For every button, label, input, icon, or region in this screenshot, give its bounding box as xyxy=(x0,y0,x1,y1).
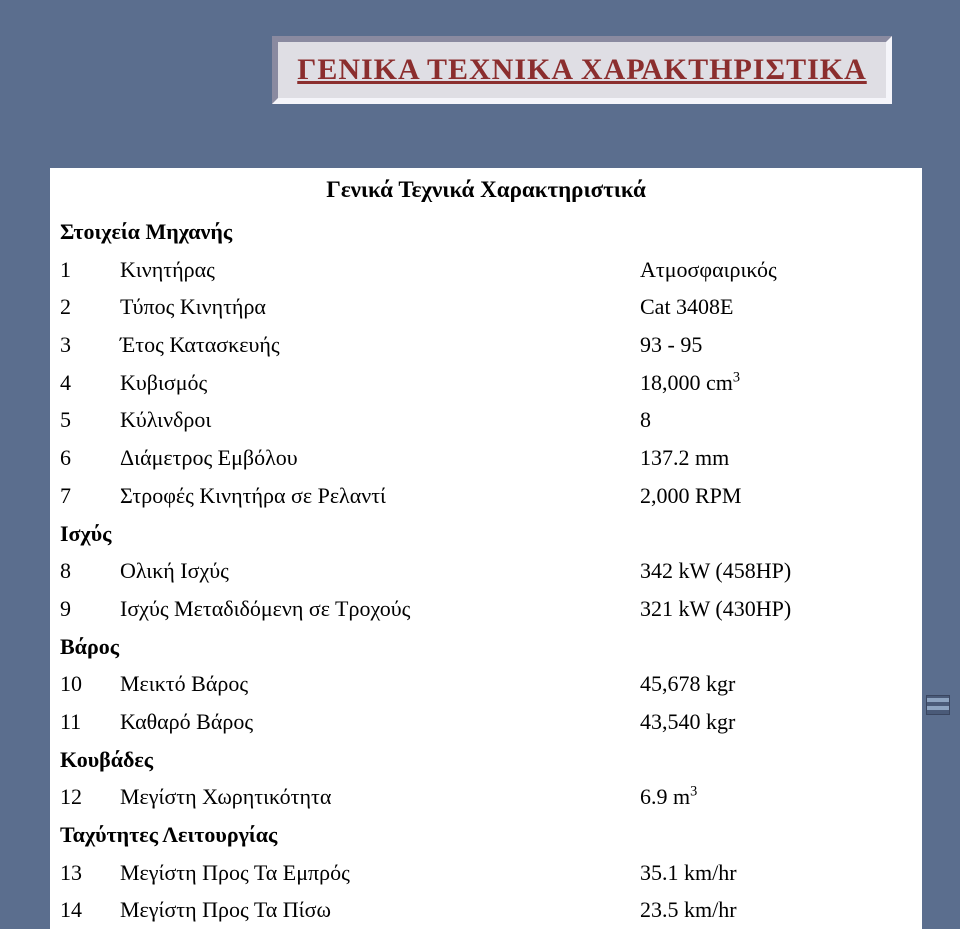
row-label: Κύλινδροι xyxy=(110,401,630,439)
table-row: 8 Ολική Ισχύς 342 kW (458HP) xyxy=(50,552,922,590)
row-label: Διάμετρος Εμβόλου xyxy=(110,439,630,477)
row-num: 1 xyxy=(50,251,110,289)
row-label: Ολική Ισχύς xyxy=(110,552,630,590)
row-label: Μεγίστη Προς Τα Εμπρός xyxy=(110,854,630,892)
section-head-label: Ταχύτητες Λειτουργίας xyxy=(50,816,922,854)
row-label: Μεγίστη Προς Τα Πίσω xyxy=(110,891,630,929)
section-head-buckets: Κουβάδες xyxy=(50,741,922,779)
row-num: 4 xyxy=(50,364,110,402)
section-head-label: Κουβάδες xyxy=(50,741,922,779)
row-value: Ατμοσφαιρικός xyxy=(630,251,922,289)
page-title: ΓΕΝΙΚΑ ΤΕΧΝΙΚΑ ΧΑΡΑΚΤΗΡΙΣΤΙΚΑ xyxy=(297,53,867,87)
row-num: 8 xyxy=(50,552,110,590)
section-head-label: Στοιχεία Μηχανής xyxy=(50,213,922,251)
row-value-sup: 3 xyxy=(733,369,740,385)
row-value-text: 6.9 m xyxy=(640,784,690,809)
row-num: 12 xyxy=(50,778,110,816)
row-label: Κυβισμός xyxy=(110,364,630,402)
row-label: Ισχύς Μεταδιδόμενη σε Τροχούς xyxy=(110,590,630,628)
row-value: 2,000 RPM xyxy=(630,477,922,515)
section-head-engine: Στοιχεία Μηχανής xyxy=(50,213,922,251)
section-head-speeds: Ταχύτητες Λειτουργίας xyxy=(50,816,922,854)
row-num: 6 xyxy=(50,439,110,477)
row-num: 11 xyxy=(50,703,110,741)
row-num: 9 xyxy=(50,590,110,628)
row-label: Κινητήρας xyxy=(110,251,630,289)
corner-decoration-icon xyxy=(926,695,950,715)
row-value-text: 18,000 cm xyxy=(640,370,733,395)
row-num: 5 xyxy=(50,401,110,439)
row-label: Μεγίστη Χωρητικότητα xyxy=(110,778,630,816)
row-num: 2 xyxy=(50,288,110,326)
row-label: Έτος Κατασκευής xyxy=(110,326,630,364)
row-num: 14 xyxy=(50,891,110,929)
row-num: 10 xyxy=(50,665,110,703)
table-row: 5 Κύλινδροι 8 xyxy=(50,401,922,439)
row-value-sup: 3 xyxy=(690,784,697,800)
row-value: 137.2 mm xyxy=(630,439,922,477)
row-value: 8 xyxy=(630,401,922,439)
row-value: 18,000 cm3 xyxy=(630,364,922,402)
row-value: 45,678 kgr xyxy=(630,665,922,703)
table-row: 10 Μεικτό Βάρος 45,678 kgr xyxy=(50,665,922,703)
row-value: 93 - 95 xyxy=(630,326,922,364)
table-row: 11 Καθαρό Βάρος 43,540 kgr xyxy=(50,703,922,741)
section-head-label: Βάρος xyxy=(50,628,922,666)
table-row: 12 Μεγίστη Χωρητικότητα 6.9 m3 xyxy=(50,778,922,816)
table-row: 3 Έτος Κατασκευής 93 - 95 xyxy=(50,326,922,364)
table-row: 13 Μεγίστη Προς Τα Εμπρός 35.1 km/hr xyxy=(50,854,922,892)
table-row: 4 Κυβισμός 18,000 cm3 xyxy=(50,364,922,402)
row-label: Στροφές Κινητήρα σε Ρελαντί xyxy=(110,477,630,515)
row-value: Cat 3408E xyxy=(630,288,922,326)
row-num: 13 xyxy=(50,854,110,892)
table-row: 14 Μεγίστη Προς Τα Πίσω 23.5 km/hr xyxy=(50,891,922,929)
table-subtitle: Γενικά Τεχνικά Χαρακτηριστικά xyxy=(50,168,922,213)
table-subtitle-row: Γενικά Τεχνικά Χαρακτηριστικά xyxy=(50,168,922,213)
section-head-label: Ισχύς xyxy=(50,515,922,553)
table-row: 6 Διάμετρος Εμβόλου 137.2 mm xyxy=(50,439,922,477)
section-head-weight: Βάρος xyxy=(50,628,922,666)
row-label: Τύπος Κινητήρα xyxy=(110,288,630,326)
spec-table: Γενικά Τεχνικά Χαρακτηριστικά Στοιχεία Μ… xyxy=(50,168,922,929)
row-num: 3 xyxy=(50,326,110,364)
title-box: ΓΕΝΙΚΑ ΤΕΧΝΙΚΑ ΧΑΡΑΚΤΗΡΙΣΤΙΚΑ xyxy=(272,36,892,104)
section-head-power: Ισχύς xyxy=(50,515,922,553)
spec-table-wrap: Γενικά Τεχνικά Χαρακτηριστικά Στοιχεία Μ… xyxy=(50,168,922,929)
row-value: 342 kW (458HP) xyxy=(630,552,922,590)
row-value: 35.1 km/hr xyxy=(630,854,922,892)
table-row: 1 Κινητήρας Ατμοσφαιρικός xyxy=(50,251,922,289)
row-value: 43,540 kgr xyxy=(630,703,922,741)
row-num: 7 xyxy=(50,477,110,515)
table-row: 7 Στροφές Κινητήρα σε Ρελαντί 2,000 RPM xyxy=(50,477,922,515)
row-label: Μεικτό Βάρος xyxy=(110,665,630,703)
table-row: 9 Ισχύς Μεταδιδόμενη σε Τροχούς 321 kW (… xyxy=(50,590,922,628)
row-value: 321 kW (430HP) xyxy=(630,590,922,628)
table-row: 2 Τύπος Κινητήρα Cat 3408E xyxy=(50,288,922,326)
row-value: 6.9 m3 xyxy=(630,778,922,816)
row-label: Καθαρό Βάρος xyxy=(110,703,630,741)
row-value: 23.5 km/hr xyxy=(630,891,922,929)
